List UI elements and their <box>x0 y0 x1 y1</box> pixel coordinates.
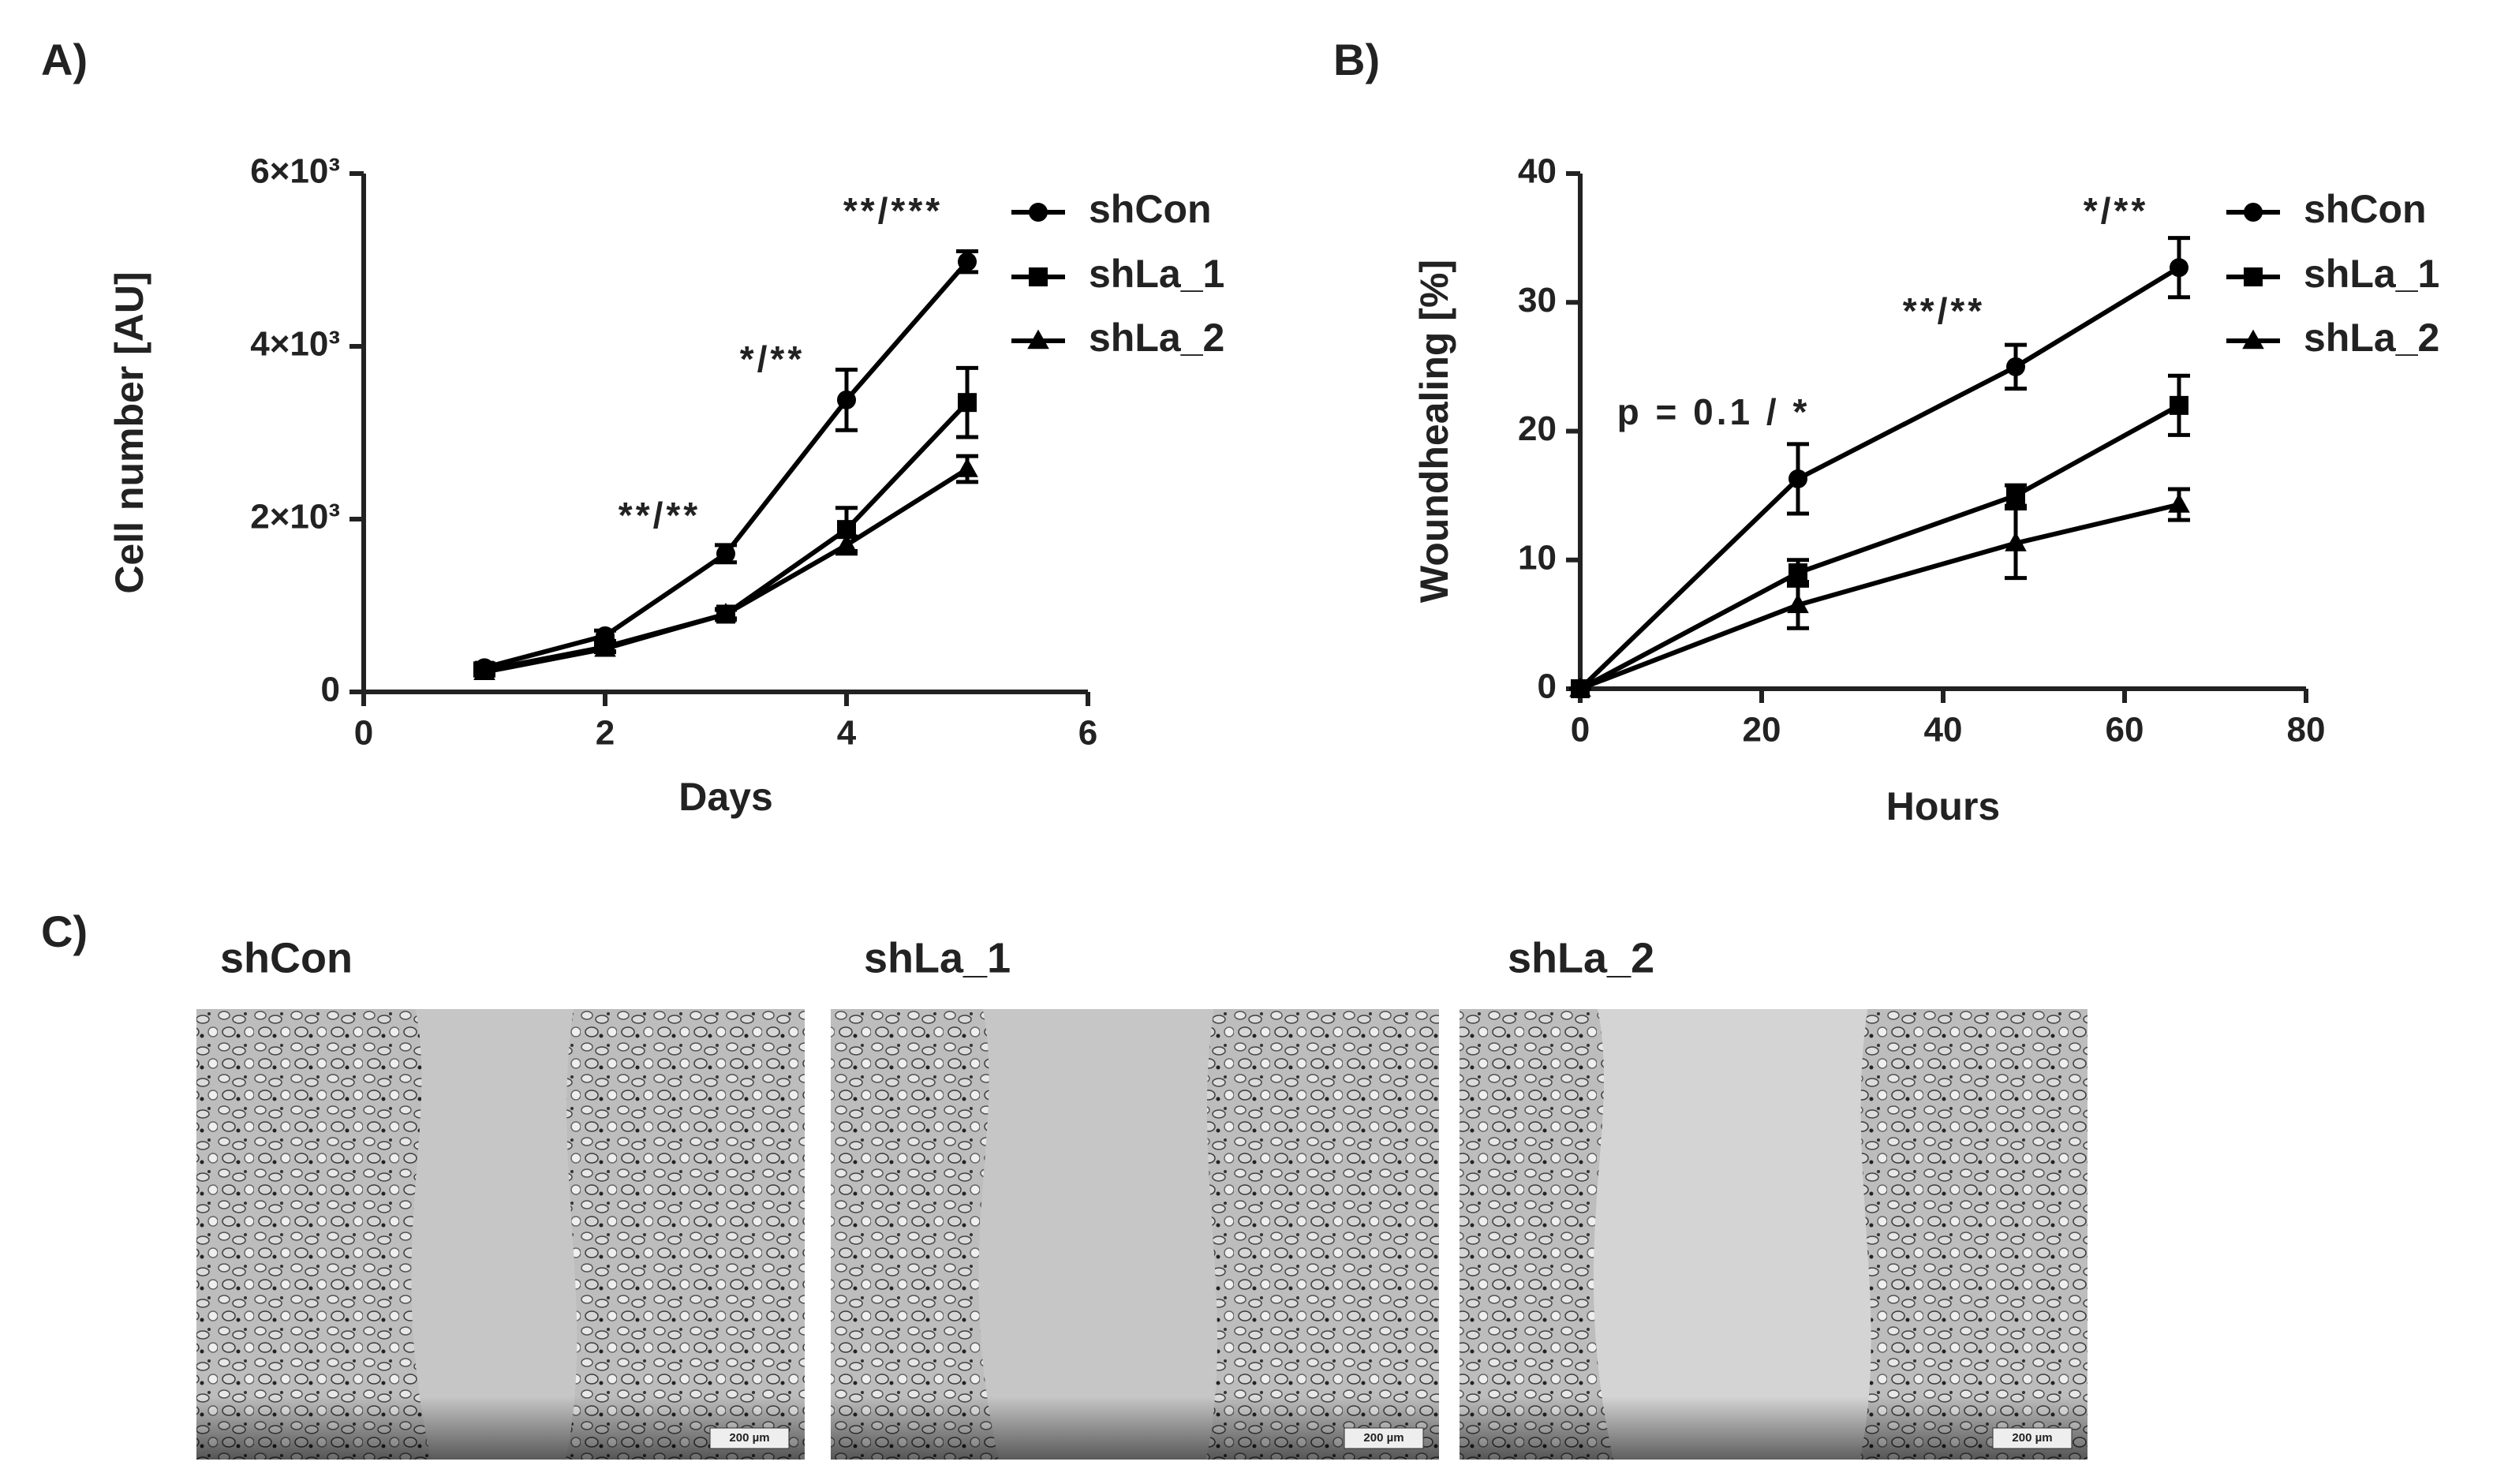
micrograph-shade <box>196 1396 805 1460</box>
image-label: shLa_2 <box>1508 934 1654 981</box>
y-axis-label: Cell number [AU] <box>107 271 151 593</box>
scale-bar-label: 200 µm <box>2012 1431 2052 1445</box>
wound-gap <box>1593 1009 1871 1460</box>
x-tick-label: 80 <box>2287 711 2326 749</box>
x-tick-label: 20 <box>1743 711 1781 749</box>
marker <box>837 390 856 409</box>
series-line <box>1578 265 2181 691</box>
x-tick-label: 0 <box>354 714 373 753</box>
marker <box>2242 329 2264 350</box>
x-tick-label: 40 <box>1924 711 1963 749</box>
wound-gap <box>411 1009 577 1460</box>
legend-label: shLa_2 <box>1089 316 1224 360</box>
legend-label: shLa_1 <box>2304 252 2439 296</box>
x-tick-label: 2 <box>596 714 615 753</box>
annotation: */** <box>740 338 805 379</box>
marker <box>1788 469 1807 488</box>
series-line <box>484 466 969 675</box>
legend-label: shLa_2 <box>2304 316 2439 360</box>
marker <box>1029 267 1048 286</box>
x-tick-label: 0 <box>1571 711 1590 749</box>
series-line <box>1579 403 2181 691</box>
y-axis-label: Woundhealing [%] <box>1412 260 1456 603</box>
marker <box>716 544 735 563</box>
scale-bar-box <box>709 1427 790 1449</box>
legend-label: shCon <box>1089 187 1212 231</box>
marker <box>958 252 977 271</box>
x-axis-label: Hours <box>1886 784 2000 828</box>
image-label: shLa_1 <box>864 934 1011 981</box>
scale-bar-box <box>1992 1427 2073 1449</box>
series-line <box>1579 502 2180 691</box>
scale-bar-label: 200 µm <box>729 1431 769 1445</box>
annotation: p = 0.1 / * <box>1617 391 1811 432</box>
marker <box>1029 203 1048 222</box>
image-label: shCon <box>220 934 353 981</box>
micrograph-shade <box>1460 1396 2088 1460</box>
annotation: **/** <box>1903 290 1985 331</box>
y-tick-label: 0 <box>321 671 340 709</box>
scale-bar-box <box>1344 1427 1424 1449</box>
marker <box>2006 486 2025 506</box>
panel-label: B) <box>1333 35 1380 84</box>
marker <box>2006 357 2025 376</box>
y-tick-label: 20 <box>1518 409 1557 448</box>
y-tick-label: 4×10³ <box>250 325 340 364</box>
series-line <box>484 401 970 673</box>
marker <box>2244 203 2263 222</box>
marker <box>2244 267 2263 286</box>
y-tick-label: 30 <box>1518 281 1557 320</box>
marker <box>594 637 616 657</box>
marker <box>1788 563 1807 583</box>
marker <box>715 603 737 622</box>
micrograph-shade <box>831 1396 1439 1460</box>
marker <box>1787 593 1809 614</box>
marker <box>956 458 978 477</box>
x-tick-label: 60 <box>2106 711 2144 749</box>
legend-label: shLa_1 <box>1089 252 1224 296</box>
marker <box>2168 493 2190 513</box>
legend-label: shCon <box>2304 187 2427 231</box>
scale-bar-label: 200 µm <box>1363 1431 1404 1445</box>
marker <box>835 533 858 554</box>
panel-label: A) <box>41 35 88 84</box>
y-tick-label: 6×10³ <box>250 152 340 191</box>
y-tick-label: 2×10³ <box>250 498 340 536</box>
x-tick-label: 4 <box>837 714 857 753</box>
annotation: **/*** <box>843 190 943 231</box>
x-axis-label: Days <box>678 775 773 819</box>
marker <box>2170 258 2188 278</box>
marker <box>2005 532 2027 551</box>
y-tick-label: 10 <box>1518 538 1557 577</box>
x-tick-label: 6 <box>1078 714 1097 753</box>
marker <box>1569 677 1591 697</box>
marker <box>473 660 495 681</box>
marker <box>2170 395 2188 415</box>
annotation: **/** <box>619 495 701 536</box>
y-tick-label: 0 <box>1538 667 1557 706</box>
annotation: */** <box>2084 190 2148 231</box>
panel-label: C) <box>41 906 88 956</box>
y-tick-label: 40 <box>1518 152 1557 191</box>
wound-gap <box>978 1009 1218 1460</box>
marker <box>1027 329 1049 350</box>
marker <box>958 393 977 413</box>
